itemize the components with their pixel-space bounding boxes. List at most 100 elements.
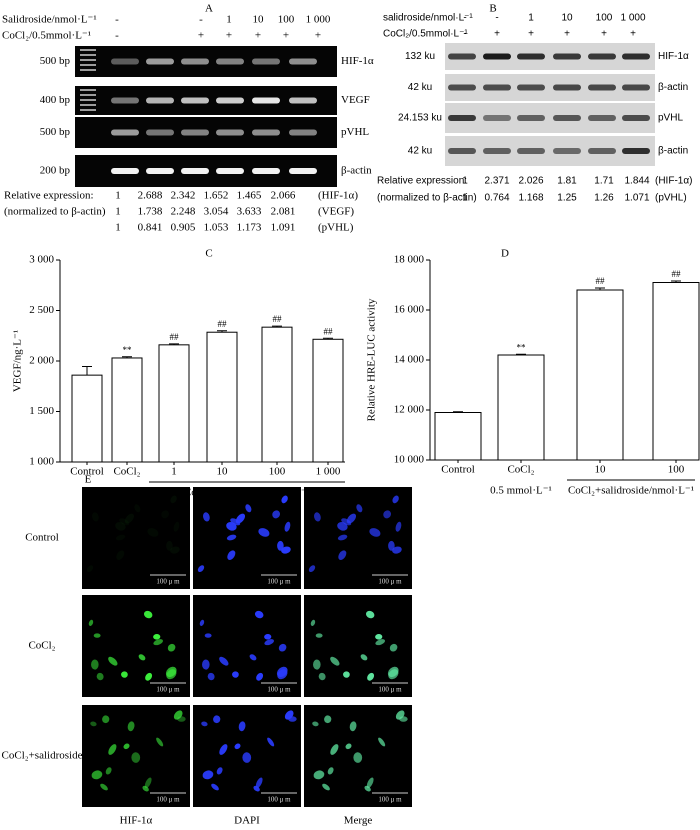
- treatment-value: +: [630, 29, 636, 40]
- band: [517, 84, 545, 91]
- band-size: 400 bp: [40, 94, 71, 106]
- expression-value: 2.371: [484, 176, 509, 187]
- cell: [143, 610, 153, 619]
- error-bar: [272, 325, 282, 328]
- bar: [434, 412, 482, 461]
- band-size: 24.153 ku: [398, 113, 442, 124]
- cell: [330, 656, 340, 666]
- treatment-name: salidroside/nmol·L⁻¹: [383, 13, 473, 24]
- cell: [392, 495, 399, 504]
- ladder-band: [80, 99, 96, 101]
- cell: [93, 633, 101, 638]
- cell: [308, 565, 316, 573]
- cell: [213, 715, 221, 724]
- band-size: 132 ku: [405, 51, 435, 62]
- treatment-value: -: [115, 14, 119, 26]
- cell: [235, 513, 246, 524]
- cell: [345, 743, 352, 750]
- band: [252, 97, 280, 104]
- cell: [124, 513, 135, 524]
- cell: [389, 643, 398, 652]
- cell: [346, 513, 357, 524]
- band: [111, 129, 139, 136]
- cell: [318, 672, 326, 681]
- band-gene: VEGF: [341, 94, 370, 106]
- bar: [206, 331, 238, 463]
- band: [181, 97, 209, 104]
- cell: [197, 565, 205, 573]
- cell: [256, 672, 264, 681]
- y-tick-label: 2 000: [29, 355, 54, 367]
- cell: [360, 654, 368, 661]
- expression-value: 2.688: [138, 190, 163, 202]
- band: [252, 168, 280, 174]
- cell: [264, 634, 272, 640]
- band-gene: HIF-1α: [658, 51, 689, 62]
- cell: [277, 540, 284, 551]
- error-bar: [122, 356, 132, 358]
- band: [448, 53, 476, 60]
- cell: [255, 777, 263, 789]
- treatment-value: 1 000: [620, 13, 645, 24]
- cell: [201, 721, 208, 727]
- expression-value: 2.026: [518, 176, 543, 187]
- cell: [226, 534, 237, 541]
- band-size: 500 bp: [40, 55, 71, 67]
- band: [483, 53, 511, 60]
- expression-value: 2.342: [171, 190, 196, 202]
- error-bar: [516, 353, 526, 355]
- band-gene: HIF-1α: [341, 55, 374, 67]
- cell: [219, 656, 229, 666]
- treatment-value: 1: [528, 13, 534, 24]
- expression-value: 3.633: [237, 206, 262, 218]
- cell: [392, 546, 402, 554]
- significance: ##: [672, 269, 682, 279]
- cell: [238, 721, 246, 732]
- expression-value: 1.81: [557, 176, 577, 187]
- expression-value: 0.841: [138, 222, 163, 234]
- expression-value: 1.844: [624, 176, 649, 187]
- scale-bar-label: 100 μ m: [267, 686, 291, 694]
- band-size: 500 bp: [40, 126, 71, 138]
- ladder-band: [80, 94, 96, 96]
- expression-value: 2.248: [171, 206, 196, 218]
- x-tick-label: Control: [70, 466, 104, 478]
- ladder-band: [80, 64, 96, 66]
- cell: [234, 743, 241, 750]
- cell: [312, 721, 319, 727]
- band: [448, 84, 476, 91]
- significance: ##: [596, 276, 606, 286]
- cell: [322, 783, 330, 791]
- cell: [253, 785, 260, 792]
- cell: [365, 610, 375, 619]
- cell: [230, 518, 241, 526]
- treatment-value: -: [463, 29, 466, 40]
- cell: [167, 643, 176, 652]
- row-label: Control: [25, 532, 59, 544]
- expression-value: 1.173: [237, 222, 262, 234]
- band: [216, 129, 244, 136]
- treatment-value: 10: [561, 13, 573, 24]
- expression-label: (normalized to β-actin): [4, 206, 106, 218]
- cell: [330, 744, 339, 755]
- cell: [226, 521, 237, 531]
- error-bar: [169, 343, 179, 345]
- cell: [315, 633, 323, 638]
- cell: [177, 716, 186, 722]
- error-bar: [217, 330, 227, 333]
- cell: [353, 752, 363, 763]
- cell: [388, 540, 395, 551]
- cell: [204, 633, 212, 638]
- band: [111, 168, 139, 174]
- band: [146, 58, 174, 65]
- band: [146, 129, 174, 136]
- cell: [337, 534, 348, 541]
- ladder-band: [80, 89, 96, 91]
- column-label: DAPI: [234, 815, 260, 827]
- group-label: 0.5 mmol·L⁻¹: [490, 485, 552, 497]
- cell: [364, 785, 371, 792]
- expression-value: 1: [115, 206, 121, 218]
- cell: [264, 639, 274, 646]
- y-tick-label: 2 500: [29, 304, 54, 316]
